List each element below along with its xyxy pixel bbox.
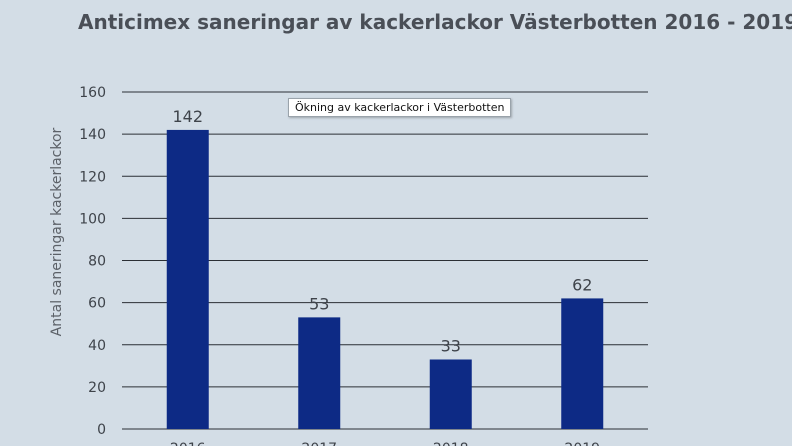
data-label: 53	[309, 294, 329, 313]
data-label: 62	[572, 275, 592, 294]
y-tick-label: 120	[79, 169, 106, 185]
y-tick-label: 80	[88, 254, 106, 270]
bar	[561, 298, 604, 429]
x-tick-label: 2016	[170, 441, 206, 446]
y-tick-label: 0	[97, 422, 106, 438]
y-tick-label: 160	[79, 85, 106, 101]
y-tick-label: 20	[88, 380, 106, 396]
data-label: 33	[441, 336, 461, 355]
bar	[166, 129, 209, 429]
bar	[298, 317, 341, 429]
y-tick-label: 60	[88, 296, 106, 312]
y-tick-label: 40	[88, 338, 106, 354]
x-tick-label: 2017	[301, 441, 337, 446]
chart-tooltip: Ökning av kackerlackor i Västerbotten	[288, 98, 512, 117]
chart-title: Anticimex saneringar av kackerlackor Väs…	[78, 10, 792, 34]
x-tick-label: 2018	[433, 441, 469, 446]
bar	[429, 359, 472, 429]
data-label: 142	[172, 107, 203, 126]
y-tick-label: 100	[79, 211, 106, 227]
x-tick-label: 2019	[564, 441, 600, 446]
y-tick-label: 140	[79, 127, 106, 143]
